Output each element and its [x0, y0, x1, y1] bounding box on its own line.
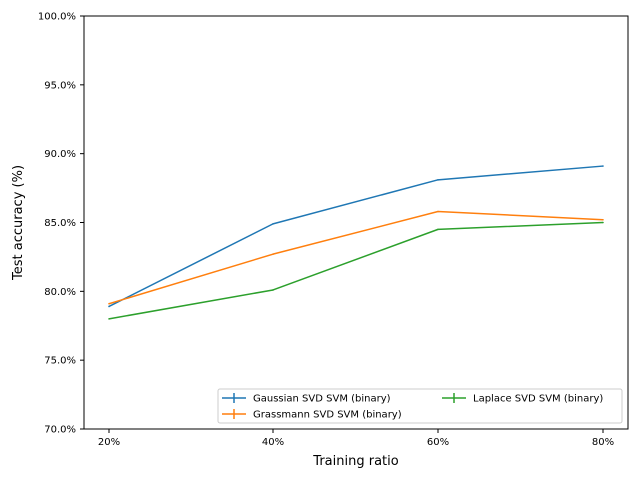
y-tick-label: 100.0% — [38, 12, 76, 23]
legend-box — [217, 388, 623, 424]
data-point — [602, 218, 604, 221]
x-tick-label: 80% — [592, 437, 614, 448]
y-tick-label: 75.0% — [44, 356, 76, 367]
legend-entries: Gaussian SVD SVM (binary) Grassmann SVD S… — [222, 393, 603, 421]
legend-label: Gaussian SVD SVM (binary) — [253, 394, 391, 405]
x-tick-label: 40% — [262, 437, 284, 448]
y-tick-label: 95.0% — [44, 80, 76, 91]
data-point — [437, 228, 439, 231]
y-axis-label: Test accuracy (%) — [11, 165, 26, 281]
legend: Gaussian SVD SVM (binary) Grassmann SVD S… — [217, 388, 623, 424]
y-tick-label: 90.0% — [44, 149, 76, 160]
data-point — [272, 289, 274, 291]
data-point — [108, 302, 110, 305]
data-point — [602, 165, 604, 167]
y-tick-label: 80.0% — [44, 287, 76, 298]
y-axis-ticks: 70.0% 75.0% 80.0% 85.0% 90.0% 95.0% 100.0% — [38, 12, 84, 436]
x-axis-label: Training ratio — [312, 454, 398, 469]
y-tick-label: 70.0% — [44, 425, 76, 436]
legend-label: Laplace SVD SVM (binary) — [473, 394, 603, 405]
legend-label: Grassmann SVD SVM (binary) — [253, 410, 402, 421]
series-line-1 — [108, 210, 604, 305]
series-layer — [108, 165, 604, 320]
data-point — [437, 179, 439, 181]
data-point — [108, 305, 110, 308]
data-point — [108, 318, 110, 320]
series-line-2 — [108, 221, 604, 320]
data-point — [272, 223, 274, 225]
y-tick-label: 85.0% — [44, 218, 76, 229]
x-axis-ticks: 20% 40% 60% 80% — [98, 429, 614, 448]
data-point — [437, 210, 439, 213]
data-point — [272, 253, 274, 255]
x-tick-label: 20% — [98, 437, 120, 448]
series-line-0 — [108, 165, 604, 308]
data-point — [602, 221, 604, 224]
x-tick-label: 60% — [427, 437, 449, 448]
